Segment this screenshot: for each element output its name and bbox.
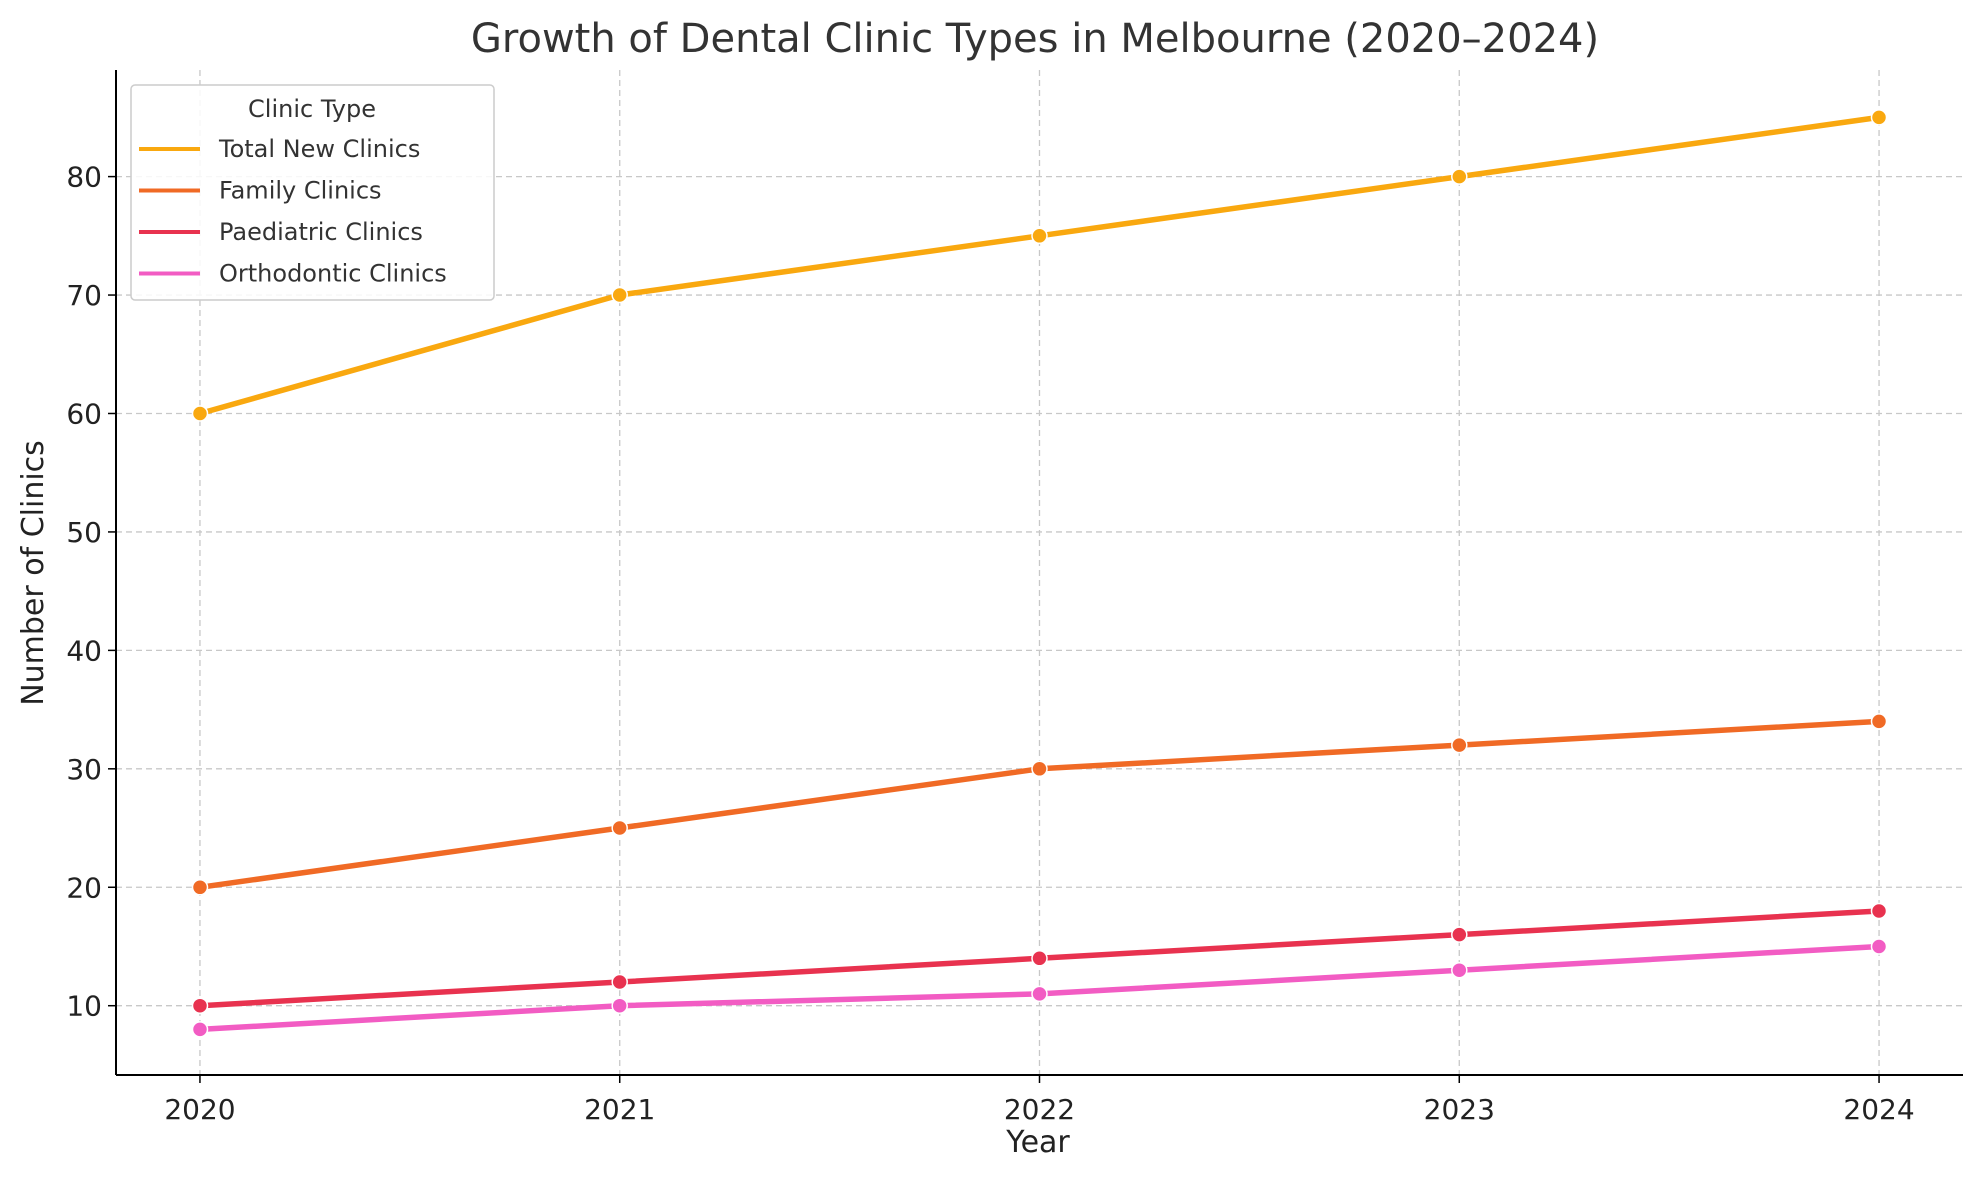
data-point-family-clinics (611, 819, 628, 837)
data-point-orthodontic-clinics (1031, 985, 1048, 1003)
y-tick-label: 20 (66, 871, 102, 904)
data-point-orthodontic-clinics (1451, 961, 1468, 979)
data-point-total-new-clinics (191, 405, 209, 422)
x-tick-label: 2023 (1424, 1093, 1495, 1126)
data-point-family-clinics (191, 879, 209, 896)
data-point-total-new-clinics (611, 286, 628, 304)
data-point-paediatric-clinics (611, 973, 628, 991)
data-point-family-clinics (1031, 760, 1048, 778)
data-point-family-clinics (1870, 713, 1888, 730)
y-tick-label: 50 (66, 516, 102, 549)
y-tick-label: 30 (66, 753, 102, 786)
series-family-clinics (191, 713, 1888, 896)
y-tick-label: 60 (66, 397, 102, 430)
y-tick-label: 10 (66, 990, 102, 1023)
legend-label-family-clinics: Family Clinics (219, 177, 382, 205)
y-tick-label: 80 (66, 161, 102, 194)
data-point-orthodontic-clinics (611, 997, 628, 1014)
data-point-total-new-clinics (1031, 227, 1048, 245)
series-layer (191, 109, 1888, 1038)
series-orthodontic-clinics (191, 938, 1888, 1038)
legend-label-orthodontic-clinics: Orthodontic Clinics (219, 260, 447, 288)
data-point-paediatric-clinics (191, 997, 209, 1014)
data-point-paediatric-clinics (1870, 902, 1888, 920)
y-axis-label: Number of Clinics (16, 440, 51, 706)
data-point-family-clinics (1451, 736, 1468, 754)
x-tick-label: 2022 (1004, 1093, 1075, 1126)
legend-box (130, 84, 495, 301)
series-total-new-clinics (191, 109, 1888, 422)
chart-title: Growth of Dental Clinic Types in Melbour… (471, 16, 1599, 62)
x-tick-label: 2021 (584, 1093, 655, 1126)
data-point-total-new-clinics (1870, 109, 1888, 126)
legend-label-paediatric-clinics: Paediatric Clinics (219, 218, 423, 246)
y-tick-label: 70 (66, 279, 102, 312)
axes-layer: 2020 2021 2022 2023 2024 10 20 30 40 50 60 70 80 (66, 70, 1963, 1126)
series-paediatric-clinics (191, 902, 1888, 1014)
legend-title: Clinic Type (248, 95, 376, 123)
legend: Clinic Type Total New Clinics Family Clin… (130, 84, 495, 301)
data-point-total-new-clinics (1451, 168, 1468, 185)
x-tick-label: 2020 (164, 1093, 235, 1126)
x-axis-label: Year (1005, 1125, 1070, 1160)
data-point-paediatric-clinics (1451, 926, 1468, 943)
legend-label-total-new-clinics: Total New Clinics (218, 135, 420, 163)
y-tick-label: 40 (66, 634, 102, 667)
data-point-orthodontic-clinics (1870, 938, 1888, 955)
x-tick-label: 2024 (1843, 1093, 1914, 1126)
data-point-orthodontic-clinics (191, 1021, 209, 1038)
data-point-paediatric-clinics (1031, 950, 1048, 967)
